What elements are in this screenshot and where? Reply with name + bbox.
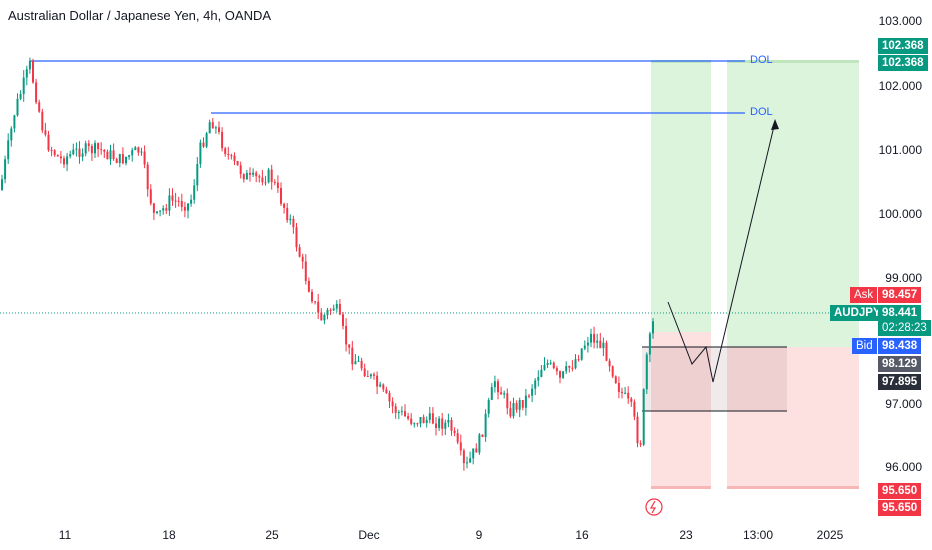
level-price-tag: 98.129: [878, 356, 922, 372]
time-tick: 18: [162, 528, 176, 542]
bid-label: Bid: [852, 338, 877, 354]
candle-countdown: 02:28:23: [878, 320, 931, 336]
symbol-tag: AUDJPY: [830, 305, 885, 321]
time-tick: 25: [265, 528, 279, 542]
time-tick: 11: [58, 528, 72, 542]
stop-price-tag-2: 95.650: [878, 500, 922, 516]
chart-title: Australian Dollar / Japanese Yen, 4h, OA…: [8, 8, 272, 23]
time-tick: 13:00: [742, 528, 774, 542]
dol-label-1: DOL: [750, 54, 773, 66]
target-price-tag: 102.368: [878, 38, 928, 54]
dol-label-2: DOL: [750, 106, 773, 118]
arrow-head-icon: [771, 119, 779, 130]
candles: [1, 57, 654, 471]
price-tick: 101.000: [878, 143, 922, 157]
time-tick: 16: [575, 528, 589, 542]
lightning-icon[interactable]: [645, 498, 663, 516]
bid-price-tag: 98.438: [878, 338, 922, 354]
time-tick: 2025: [816, 528, 844, 542]
price-tick: 99.000: [885, 271, 922, 285]
time-tick: 23: [679, 528, 693, 542]
long-target-zone[interactable]: [651, 62, 711, 332]
ask-price-tag: 98.457: [878, 287, 922, 303]
price-tick: 97.000: [885, 397, 922, 411]
projection-path[interactable]: [667, 121, 776, 383]
range-box[interactable]: [642, 347, 787, 411]
stop-zone-2[interactable]: [727, 347, 859, 489]
price-tick: 100.000: [878, 207, 922, 221]
price-tick: 103.000: [878, 14, 922, 28]
stop-price-tag: 95.650: [878, 483, 922, 499]
time-tick: 9: [475, 528, 483, 542]
target-price-tag-2: 102.368: [878, 55, 928, 71]
level-price-tag-2: 97.895: [878, 374, 922, 390]
last-price-tag: 98.441: [878, 305, 922, 321]
price-tick: 102.000: [878, 79, 922, 93]
time-tick: Dec: [358, 528, 380, 542]
long-target-zone-2[interactable]: [727, 62, 859, 347]
price-tick: 96.000: [885, 460, 922, 474]
ask-label: Ask: [850, 287, 878, 303]
